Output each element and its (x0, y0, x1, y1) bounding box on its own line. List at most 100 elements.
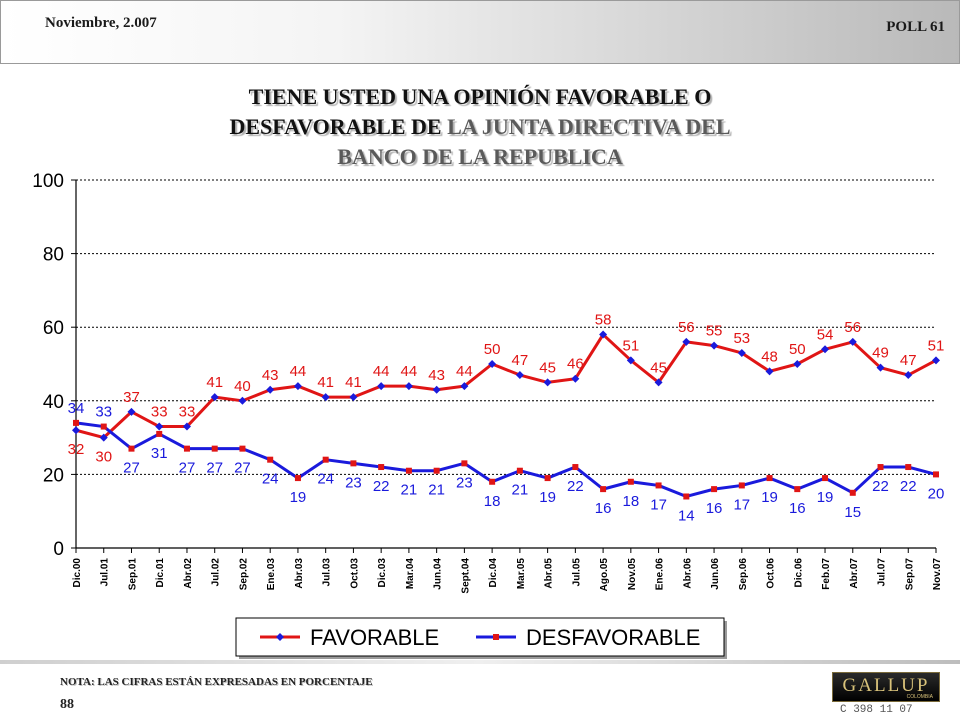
desfavorable-point (822, 475, 829, 482)
x-tick-label: Abr.02 (183, 558, 194, 589)
desfavorable-data-label: 16 (789, 500, 806, 517)
x-tick-label: Jun.04 (433, 558, 444, 590)
favorable-point (626, 356, 635, 365)
favorable-point (99, 433, 108, 442)
desfavorable-point (267, 456, 274, 463)
desfavorable-point (461, 460, 468, 467)
favorable-data-label: 41 (345, 374, 362, 391)
desfavorable-point (239, 445, 246, 452)
desfavorable-point (516, 467, 523, 474)
y-tick-label: 20 (43, 465, 64, 486)
desfavorable-point (322, 456, 329, 463)
desfavorable-point (794, 486, 801, 493)
desfavorable-point (572, 464, 579, 471)
favorable-data-label: 49 (872, 345, 889, 362)
x-tick-label: Ene.03 (266, 558, 277, 591)
desfavorable-point (683, 493, 690, 500)
x-tick-label: Dic.00 (72, 558, 83, 588)
desfavorable-data-label: 21 (401, 482, 418, 499)
desfavorable-point (627, 478, 634, 485)
desfavorable-data-label: 16 (706, 500, 723, 517)
favorable-data-label: 58 (595, 312, 612, 329)
favorable-data-label: 45 (539, 359, 556, 376)
x-tick-label: Dic.03 (377, 558, 388, 588)
favorable-point (72, 426, 80, 435)
desfavorable-point (350, 460, 357, 467)
x-tick-label: Nov.05 (627, 558, 638, 590)
favorable-data-label: 44 (401, 363, 418, 380)
favorable-data-label: 33 (179, 404, 196, 421)
x-tick-label: Abr.06 (682, 558, 693, 589)
favorable-data-label: 44 (290, 363, 307, 380)
x-tick-label: Abr.05 (544, 558, 555, 589)
favorable-data-label: 45 (650, 359, 667, 376)
favorable-data-label: 56 (678, 319, 695, 336)
x-tick-label: Jul.02 (211, 558, 222, 587)
title-line-1: TIENE USTED UNA OPINIÓN FAVORABLE O (248, 84, 712, 109)
legend-desfavorable-marker (493, 634, 499, 640)
legend-favorable-marker (276, 633, 284, 641)
x-tick-label: Sept.04 (460, 558, 471, 594)
y-tick-label: 60 (43, 318, 64, 339)
desfavorable-data-label: 34 (68, 400, 85, 417)
favorable-data-label: 40 (234, 378, 251, 395)
title-line-2a: DESFAVORABLE DE (229, 114, 448, 139)
favorable-data-label: 51 (928, 337, 945, 354)
desfavorable-data-label: 21 (428, 482, 445, 499)
y-tick-label: 100 (32, 171, 64, 192)
favorable-point (155, 422, 164, 431)
desfavorable-point (600, 486, 607, 493)
desfavorable-data-label: 20 (928, 485, 945, 502)
x-tick-label: Dic.06 (793, 558, 804, 588)
desfavorable-point (156, 430, 163, 437)
x-tick-label: Mar.04 (405, 558, 416, 590)
favorable-point (543, 378, 552, 387)
report-date: Noviembre, 2.007 (45, 15, 157, 31)
favorable-data-label: 50 (789, 341, 806, 358)
x-tick-label: Jun.06 (710, 558, 721, 590)
favorable-data-label: 54 (817, 326, 834, 343)
poll-number: POLL 61 (886, 19, 945, 35)
favorable-data-label: 53 (733, 330, 750, 347)
gallup-logo: GALLUP COLOMBIA (832, 672, 940, 702)
desfavorable-point (905, 464, 912, 471)
favorable-point (515, 371, 524, 380)
desfavorable-point (211, 445, 218, 452)
x-tick-label: Jul.05 (571, 558, 582, 587)
favorable-point (404, 382, 413, 391)
document-code: C 398 11 07 (840, 704, 913, 716)
favorable-data-label: 50 (484, 341, 501, 358)
x-tick-label: Oct.06 (766, 558, 777, 589)
favorable-point (765, 367, 774, 376)
title-line-2b: LA JUNTA DIRECTIVA DEL (447, 114, 731, 139)
favorable-data-label: 30 (95, 449, 112, 466)
x-tick-label: Abr.07 (849, 558, 860, 589)
favorable-data-label: 47 (900, 352, 917, 369)
x-tick-label: Sep.02 (238, 558, 249, 591)
footer-divider (0, 660, 960, 664)
favorable-data-label: 55 (706, 323, 723, 340)
legend-desfavorable-label: DESFAVORABLE (526, 625, 700, 650)
favorable-data-label: 47 (512, 352, 529, 369)
x-tick-label: Jul.03 (322, 558, 333, 587)
favorable-data-label: 33 (151, 404, 168, 421)
y-tick-label: 0 (53, 539, 64, 560)
favorable-point (377, 382, 386, 391)
favorable-point (266, 385, 275, 394)
x-tick-label: Ene.06 (655, 558, 666, 591)
desfavorable-data-label: 27 (179, 460, 196, 477)
desfavorable-data-label: 23 (456, 474, 473, 491)
desfavorable-data-label: 15 (844, 504, 861, 521)
desfavorable-data-label: 17 (650, 496, 667, 513)
x-tick-label: Jul.07 (877, 558, 888, 587)
desfavorable-data-label: 27 (234, 460, 251, 477)
desfavorable-point (766, 475, 773, 482)
desfavorable-point (378, 464, 385, 471)
desfavorable-point (128, 445, 135, 452)
favorable-data-label: 51 (622, 337, 639, 354)
desfavorable-data-label: 22 (900, 478, 917, 495)
y-tick-label: 80 (43, 245, 64, 266)
favorable-point (432, 385, 441, 394)
header-bar: Noviembre, 2.007 POLL 61 (0, 0, 960, 64)
favorable-data-label: 43 (428, 367, 445, 384)
